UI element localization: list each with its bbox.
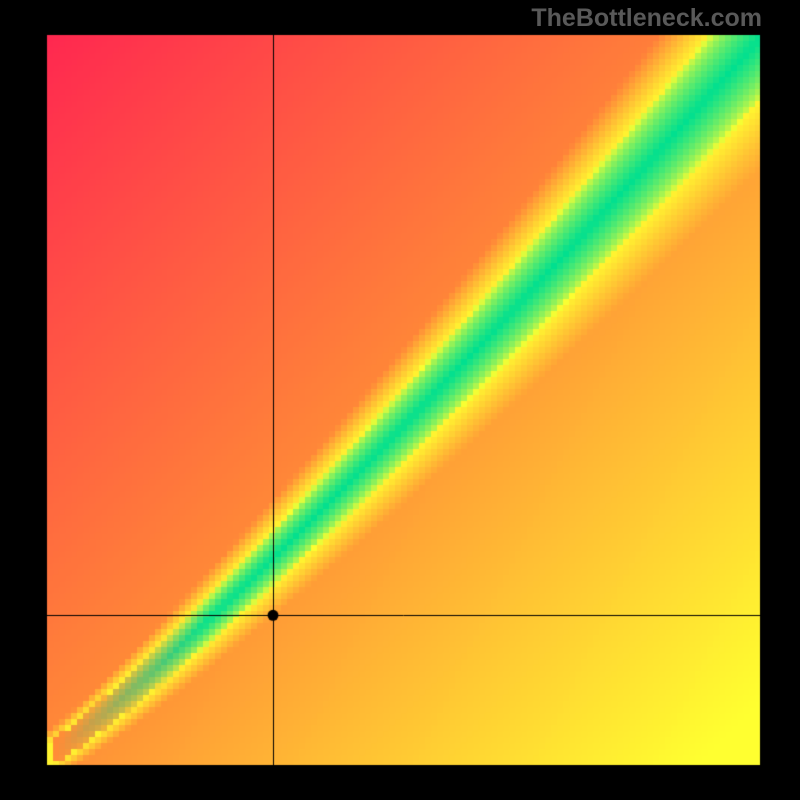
watermark-text: TheBottleneck.com: [531, 4, 762, 33]
chart-container: TheBottleneck.com: [0, 0, 800, 800]
bottleneck-heatmap: [0, 0, 800, 800]
